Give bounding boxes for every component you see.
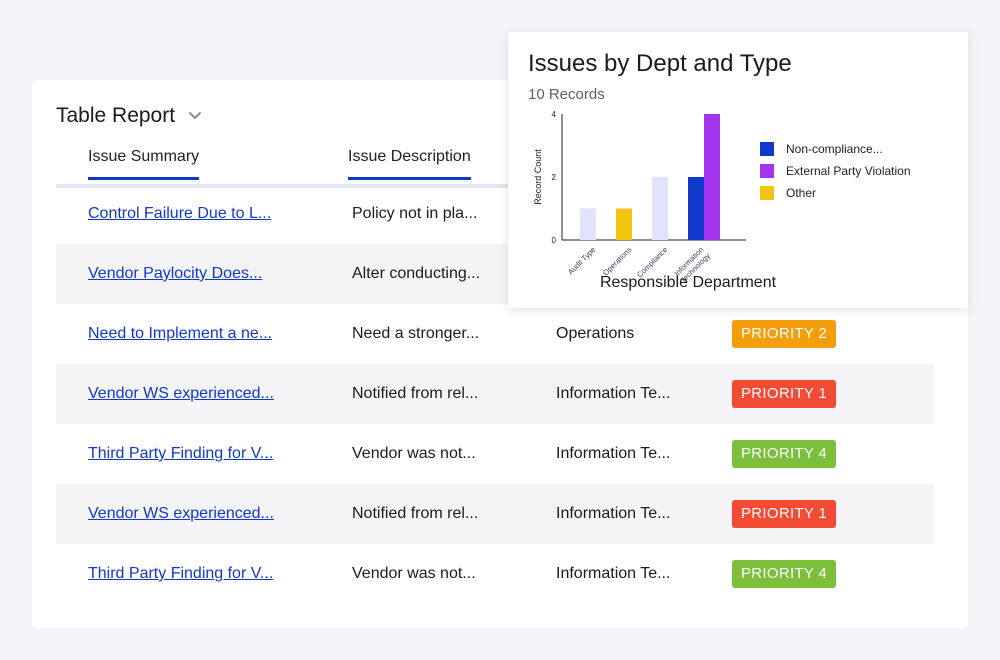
legend-swatch [760, 142, 774, 156]
bar [704, 114, 720, 240]
priority-badge: PRIORITY 1 [732, 500, 837, 528]
legend-swatch [760, 186, 774, 200]
table-row: Vendor WS experienced... Notified from re… [56, 364, 934, 424]
x-tick-label: Operations [601, 245, 633, 277]
issue-description: Vendor was not... [352, 445, 476, 462]
issue-description: Policy not in pla... [352, 205, 478, 222]
legend-item[interactable]: Non-compliance... [760, 138, 911, 160]
issue-description: Notified from rel... [352, 385, 479, 402]
chart-title: Issues by Dept and Type [528, 50, 792, 77]
table-row: Third Party Finding for V... Vendor was n… [56, 424, 934, 484]
priority-badge: PRIORITY 1 [732, 380, 837, 408]
table-row: Third Party Finding for V... Vendor was n… [56, 544, 934, 604]
responsible-department: Information Te... [556, 445, 671, 462]
issue-description: Need a stronger... [352, 325, 480, 342]
issue-description: Alter conducting... [352, 265, 481, 282]
y-tick-label: 0 [552, 236, 557, 245]
column-header-label: Issue Summary [88, 148, 200, 165]
priority-badge: PRIORITY 4 [732, 560, 837, 588]
issue-summary-link[interactable]: Need to Implement a ne... [88, 325, 273, 342]
priority-badge: PRIORITY 2 [732, 320, 837, 348]
column-underline [348, 177, 471, 180]
report-title[interactable]: Table Report [56, 104, 203, 128]
legend-label: Non-compliance... [786, 142, 883, 156]
table-header: Issue Summary Issue Description [56, 148, 934, 188]
chart-popover: Issues by Dept and Type 10 Records 0 2 4 Re… [508, 32, 968, 308]
priority-badge: PRIORITY 4 [732, 440, 837, 468]
y-tick-label: 2 [552, 173, 557, 182]
issue-description: Notified from rel... [352, 505, 479, 522]
issue-summary-link[interactable]: Third Party Finding for V... [88, 565, 274, 582]
y-axis-title: Record Count [533, 149, 543, 205]
table-row: Need to Implement a ne... Need a stronger… [56, 304, 934, 364]
column-header-issue-description[interactable]: Issue Description [348, 148, 471, 180]
legend-swatch [760, 164, 774, 178]
chart-legend: Non-compliance... External Party Violatio… [760, 138, 911, 204]
legend-item[interactable]: Other [760, 182, 911, 204]
issue-summary-link[interactable]: Vendor WS experienced... [88, 385, 274, 402]
responsible-department: Information Te... [556, 505, 671, 522]
column-header-label: Issue Description [348, 148, 471, 165]
bar-placeholder [580, 208, 596, 240]
bar-placeholder [652, 177, 668, 240]
issue-summary-link[interactable]: Third Party Finding for V... [88, 445, 274, 462]
chevron-down-icon[interactable] [187, 108, 203, 124]
issue-description: Vendor was not... [352, 565, 476, 582]
responsible-department: Operations [556, 325, 635, 342]
legend-label: External Party Violation [786, 164, 911, 178]
legend-label: Other [786, 186, 817, 200]
x-axis-title: Responsible Department [599, 274, 777, 291]
issue-summary-link[interactable]: Vendor WS experienced... [88, 505, 274, 522]
bar [688, 177, 704, 240]
column-underline [88, 177, 200, 180]
issue-summary-link[interactable]: Control Failure Due to L... [88, 205, 272, 222]
responsible-department: Information Te... [556, 385, 671, 402]
x-tick-label: Audit Type [566, 245, 597, 276]
bar [616, 208, 632, 240]
responsible-department: Information Te... [556, 565, 671, 582]
report-title-text: Table Report [56, 104, 176, 127]
column-header-issue-summary[interactable]: Issue Summary [88, 148, 200, 180]
issue-summary-link[interactable]: Vendor Paylocity Does... [88, 265, 263, 282]
legend-item[interactable]: External Party Violation [760, 160, 911, 182]
table-row: Control Failure Due to L... Policy not in… [56, 184, 934, 244]
chart-record-count: 10 Records [528, 86, 605, 103]
y-tick-label: 4 [552, 110, 557, 119]
table-row: Vendor WS experienced... Notified from re… [56, 484, 934, 544]
